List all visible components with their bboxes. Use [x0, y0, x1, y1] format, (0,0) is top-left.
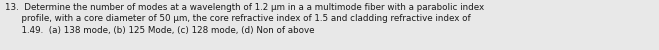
Text: 13.  Determine the number of modes at a wavelength of 1.2 μm in a a multimode fi: 13. Determine the number of modes at a w… — [5, 2, 484, 35]
